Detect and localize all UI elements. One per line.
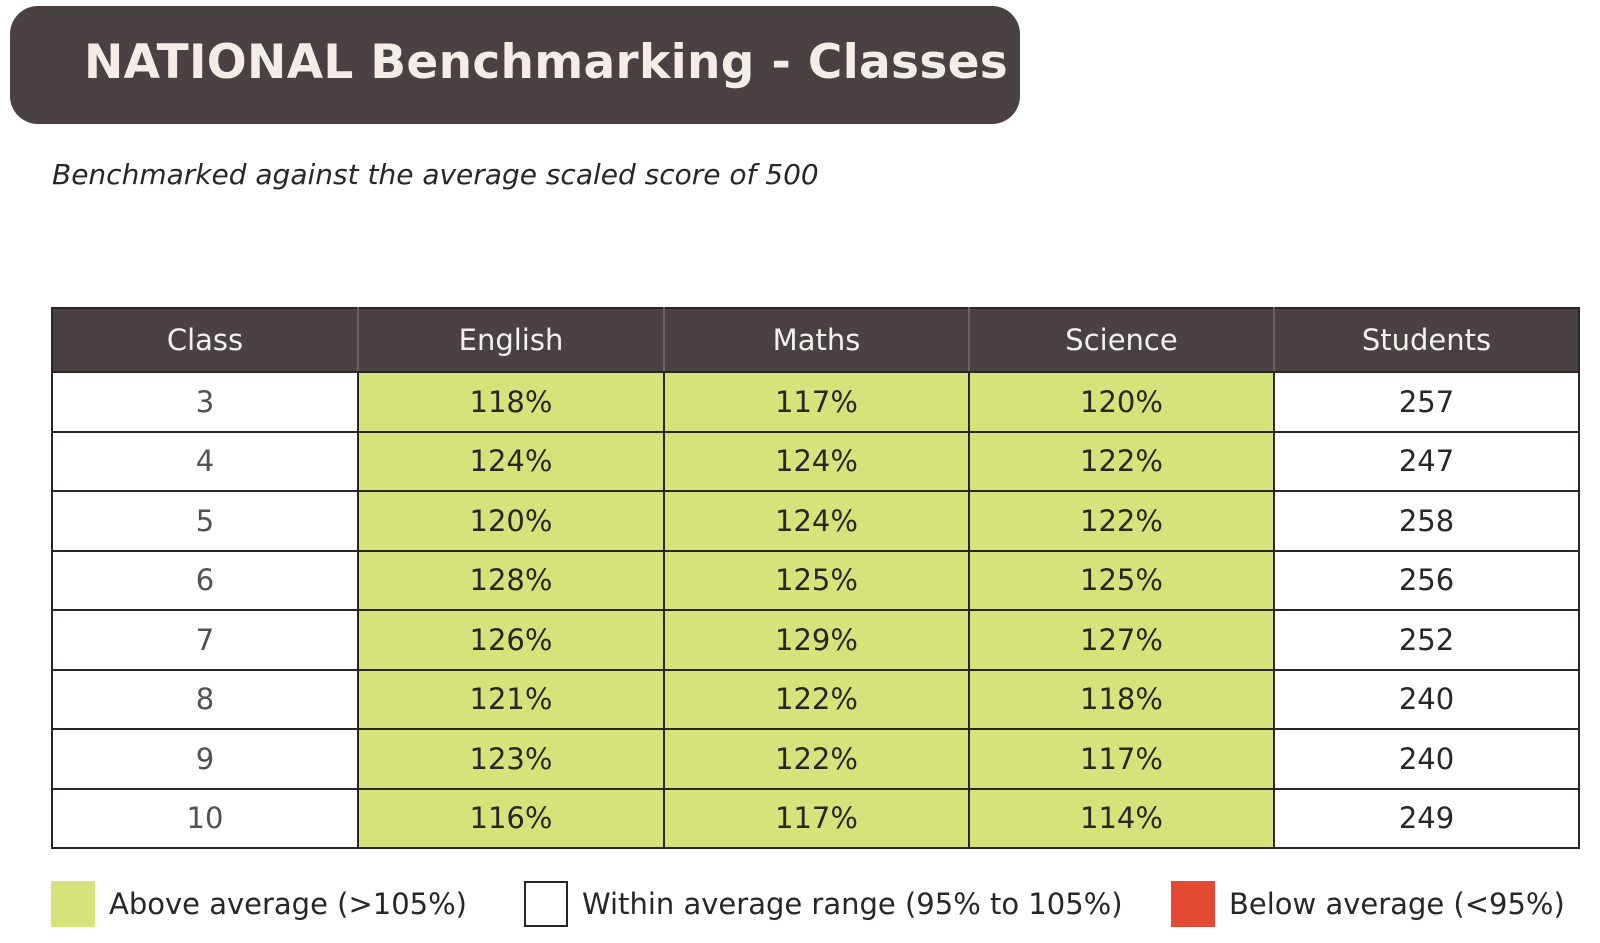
table-row: 7 126% 129% 127% 252 [51,609,1580,671]
table-body: 3 118% 117% 120% 257 4 124% 124% 122% 24… [51,371,1580,849]
class-cell: 8 [51,668,359,730]
class-cell: 9 [51,728,359,790]
science-score-cell: 125% [968,549,1275,611]
maths-score-cell: 129% [663,609,970,671]
english-score-cell: 128% [357,549,665,611]
students-cell: 256 [1273,549,1580,611]
page-subtitle: Benchmarked against the average scaled s… [52,158,819,191]
maths-score-cell: 122% [663,728,970,790]
legend-item-within: Within average range (95% to 105%) [524,880,1123,928]
column-header-maths: Maths [663,307,970,373]
header-row: Class English Maths Science Students [51,307,1580,373]
maths-score-cell: 117% [663,371,970,433]
table-row: 9 123% 122% 117% 240 [51,728,1580,790]
students-cell: 247 [1273,430,1580,492]
legend-item-above: Above average (>105%) [51,880,467,928]
english-score-cell: 121% [357,668,665,730]
maths-score-cell: 125% [663,549,970,611]
above-average-swatch [51,881,95,927]
column-header-science: Science [968,307,1275,373]
science-score-cell: 122% [968,490,1275,552]
column-header-english: English [357,307,665,373]
science-score-cell: 118% [968,668,1275,730]
title-banner: NATIONAL Benchmarking - Classes [10,6,1020,124]
science-score-cell: 114% [968,787,1275,849]
benchmark-table: Class English Maths Science Students 3 1… [51,307,1580,849]
students-cell: 240 [1273,668,1580,730]
science-score-cell: 122% [968,430,1275,492]
science-score-cell: 117% [968,728,1275,790]
column-header-class: Class [51,307,359,373]
class-cell: 6 [51,549,359,611]
english-score-cell: 126% [357,609,665,671]
table-row: 3 118% 117% 120% 257 [51,371,1580,433]
maths-score-cell: 124% [663,430,970,492]
students-cell: 257 [1273,371,1580,433]
english-score-cell: 120% [357,490,665,552]
legend: Above average (>105%) Within average ran… [51,880,1591,930]
maths-score-cell: 122% [663,668,970,730]
maths-score-cell: 124% [663,490,970,552]
table-header: Class English Maths Science Students [51,307,1580,373]
column-header-students: Students [1273,307,1580,373]
below-average-swatch [1171,881,1215,927]
students-cell: 258 [1273,490,1580,552]
science-score-cell: 127% [968,609,1275,671]
students-cell: 249 [1273,787,1580,849]
legend-item-below: Below average (<95%) [1171,880,1565,928]
science-score-cell: 120% [968,371,1275,433]
english-score-cell: 118% [357,371,665,433]
english-score-cell: 116% [357,787,665,849]
english-score-cell: 123% [357,728,665,790]
page-title: NATIONAL Benchmarking - Classes [84,34,1009,90]
class-cell: 7 [51,609,359,671]
legend-label-below: Below average (<95%) [1229,887,1565,921]
table-row: 6 128% 125% 125% 256 [51,549,1580,611]
students-cell: 240 [1273,728,1580,790]
maths-score-cell: 117% [663,787,970,849]
table-row: 10 116% 117% 114% 249 [51,787,1580,849]
students-cell: 252 [1273,609,1580,671]
legend-label-within: Within average range (95% to 105%) [582,887,1123,921]
legend-label-above: Above average (>105%) [109,887,467,921]
within-average-swatch [524,881,568,927]
table-row: 5 120% 124% 122% 258 [51,490,1580,552]
english-score-cell: 124% [357,430,665,492]
class-cell: 5 [51,490,359,552]
class-cell: 3 [51,371,359,433]
table-row: 4 124% 124% 122% 247 [51,430,1580,492]
class-cell: 4 [51,430,359,492]
table-row: 8 121% 122% 118% 240 [51,668,1580,730]
class-cell: 10 [51,787,359,849]
